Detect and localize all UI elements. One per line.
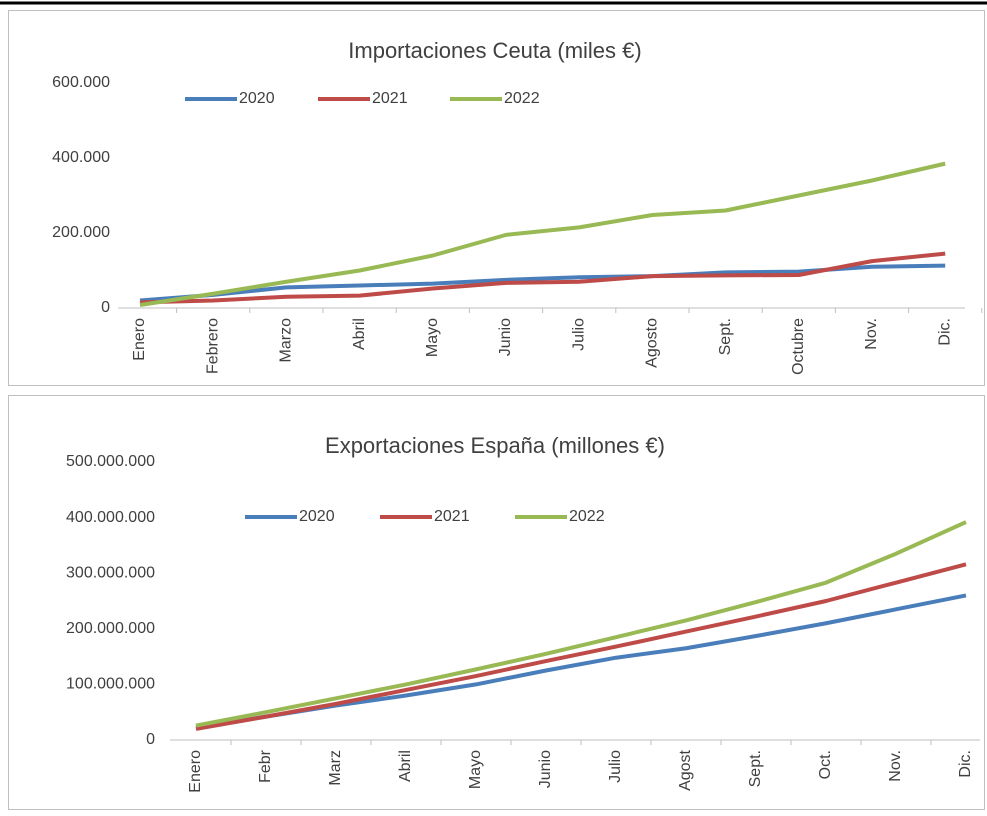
x-tick-label: Mayo <box>467 750 484 789</box>
legend-label: 2020 <box>299 508 335 525</box>
legend-label: 2021 <box>372 90 408 107</box>
y-tick-label: 400.000.000 <box>66 509 155 526</box>
x-tick-label: Marz <box>327 750 344 786</box>
x-tick-label: Dic. <box>957 750 974 778</box>
y-tick-label: 200.000.000 <box>66 620 155 637</box>
x-tick-label: Octubre <box>790 318 807 375</box>
y-tick-label: 100.000.000 <box>66 676 155 693</box>
x-tick-label: Enero <box>131 318 148 361</box>
line-series <box>139 161 946 307</box>
chart-frame <box>8 10 985 386</box>
x-tick-label: Nov. <box>887 750 904 782</box>
x-tick-label: Junio <box>497 318 514 356</box>
line-series <box>139 251 946 305</box>
x-tick-label: Marzo <box>278 318 295 363</box>
y-tick-label: 300.000.000 <box>66 564 155 581</box>
y-tick-label: 500.000.000 <box>66 453 155 470</box>
x-tick-label: Febrero <box>204 318 221 374</box>
x-tick-label: Mayo <box>424 318 441 357</box>
x-tick-label: Agosto <box>644 318 661 368</box>
x-tick-label: Abril <box>351 318 368 350</box>
line-series <box>195 520 967 728</box>
chart-title: Exportaciones España (millones €) <box>325 433 665 458</box>
x-tick-label: Sept. <box>747 750 764 787</box>
x-tick-label: Enero <box>187 750 204 793</box>
legend-label: 2022 <box>504 90 540 107</box>
x-tick-label: Oct. <box>817 750 834 779</box>
x-tick-label: Agost <box>677 749 694 790</box>
chart-title: Importaciones Ceuta (miles €) <box>348 38 641 63</box>
x-tick-label: Julio <box>607 750 624 783</box>
x-tick-label: Junio <box>537 750 554 788</box>
x-tick-label: Julio <box>570 318 587 351</box>
y-tick-label: 600.000 <box>52 74 110 91</box>
y-tick-label: 200.000 <box>52 224 110 241</box>
legend-label: 2020 <box>239 90 275 107</box>
x-tick-label: Sept. <box>717 318 734 355</box>
legend-label: 2022 <box>569 508 605 525</box>
x-tick-label: Febr <box>257 749 274 783</box>
x-tick-label: Dic. <box>936 318 953 346</box>
line-series <box>195 562 967 731</box>
y-tick-label: 0 <box>146 731 155 748</box>
y-tick-label: 400.000 <box>52 149 110 166</box>
x-tick-label: Nov. <box>863 318 880 350</box>
x-tick-label: Abril <box>397 750 414 782</box>
legend-label: 2021 <box>434 508 470 525</box>
y-tick-label: 0 <box>101 299 110 316</box>
chart-frame <box>8 395 985 810</box>
